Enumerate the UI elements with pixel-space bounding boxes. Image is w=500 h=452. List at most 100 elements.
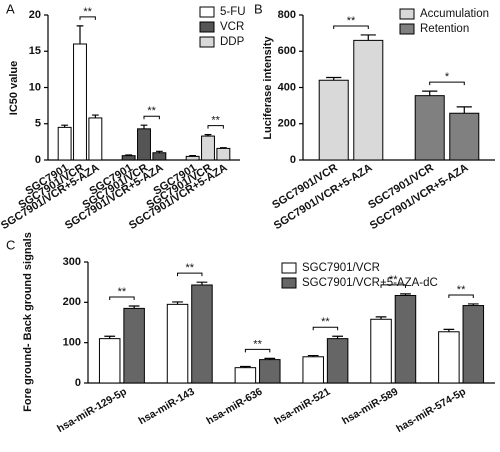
- x-tick-label: hsa-miR-589: [340, 386, 400, 428]
- y-axis-label: Luciferase intensity: [262, 35, 274, 139]
- significance-bracket: [429, 81, 465, 86]
- bar: [137, 128, 151, 161]
- significance-bracket: [244, 348, 271, 353]
- error-bar: [204, 134, 212, 137]
- error-bar: [240, 365, 251, 368]
- error-bar: [360, 34, 376, 41]
- significance-label: **: [457, 284, 466, 296]
- error-bar: [172, 301, 183, 305]
- error-bar: [61, 124, 69, 128]
- significance-bracket: [143, 115, 160, 120]
- y-tick-label: 0: [290, 154, 296, 166]
- bar: [185, 155, 200, 161]
- significance-label: **: [347, 15, 356, 27]
- legend-label: SGC7901/VCR: [302, 262, 380, 274]
- significance-label: **: [147, 105, 156, 117]
- error-bar: [443, 328, 455, 332]
- bar: [73, 43, 87, 161]
- y-axis-label: Fore ground- Back ground signals: [22, 232, 34, 412]
- panel-label: C: [6, 237, 15, 252]
- bar: [216, 147, 231, 161]
- legend-label: SGC7901/VCR+5-AZA-dC: [302, 277, 438, 289]
- y-tick-label: 100: [63, 337, 81, 349]
- error-bar: [467, 303, 479, 306]
- x-tick-label: hsa-miR-521: [272, 386, 332, 428]
- y-tick-label: 600: [278, 45, 296, 57]
- bar: [121, 155, 136, 161]
- significance-bracket: [448, 294, 474, 298]
- significance-label: **: [185, 262, 194, 274]
- legend-swatch: [199, 6, 215, 18]
- x-tick-label: hsa-miR-129-5p: [55, 386, 129, 435]
- legend-label: VCR: [220, 21, 244, 33]
- significance-label: *: [445, 71, 450, 83]
- y-tick-label: 400: [278, 81, 296, 93]
- legend-swatch: [199, 36, 215, 48]
- bar: [98, 338, 121, 384]
- bar: [394, 294, 417, 384]
- bar: [462, 305, 485, 384]
- y-tick-label: 800: [278, 9, 296, 21]
- error-bar: [326, 76, 342, 81]
- y-tick-label: 15: [29, 45, 41, 57]
- error-bar: [128, 305, 140, 309]
- bar: [318, 79, 349, 161]
- bar: [259, 359, 281, 384]
- significance-bracket: [177, 272, 203, 277]
- error-bar: [104, 335, 116, 339]
- y-tick-label: 0: [75, 377, 81, 389]
- significance-label: **: [211, 115, 220, 127]
- significance-bracket: [380, 284, 406, 288]
- error-bar: [140, 124, 148, 129]
- error-bar: [422, 90, 438, 96]
- bar: [326, 338, 349, 384]
- error-bar: [196, 281, 208, 285]
- significance-label: **: [389, 274, 398, 286]
- bar: [57, 126, 72, 161]
- legend-swatch: [399, 23, 415, 35]
- bar: [370, 318, 392, 384]
- panel-label: B: [254, 1, 263, 16]
- bar: [353, 39, 384, 161]
- y-tick-label: 0: [35, 154, 41, 166]
- legend-swatch: [399, 8, 415, 20]
- error-bar: [91, 114, 99, 118]
- error-bar: [307, 354, 319, 357]
- significance-bracket: [333, 25, 369, 29]
- x-tick-label: hsa-miR-636: [204, 386, 264, 428]
- error-bar: [375, 316, 387, 320]
- legend-label: Retention: [420, 23, 469, 35]
- x-tick-label: hsa-miR-143: [137, 386, 197, 428]
- error-bar: [189, 155, 197, 157]
- error-bar: [76, 25, 84, 44]
- bar: [191, 284, 213, 384]
- panel-label: A: [6, 1, 15, 16]
- significance-label: **: [83, 6, 92, 18]
- significance-label: **: [253, 338, 262, 350]
- legend-swatch: [281, 262, 297, 274]
- legend-swatch: [281, 277, 297, 289]
- legend-label: Accumulation: [420, 8, 489, 20]
- y-tick-label: 200: [63, 296, 81, 308]
- bar: [152, 152, 167, 161]
- error-bar: [456, 106, 472, 114]
- y-tick-label: 200: [278, 118, 296, 130]
- y-tick-label: 10: [29, 81, 41, 93]
- bar: [88, 117, 103, 161]
- error-bar: [400, 293, 411, 296]
- y-axis-label: IC50 value: [8, 61, 20, 115]
- legend-label: DDP: [220, 36, 245, 48]
- legend-swatch: [199, 21, 215, 33]
- significance-bracket: [79, 16, 96, 20]
- y-tick-label: 300: [63, 256, 81, 268]
- bar: [414, 95, 445, 161]
- bar: [438, 331, 460, 384]
- bar: [123, 307, 145, 384]
- legend-label: 5-FU: [220, 6, 246, 18]
- bar: [166, 303, 189, 384]
- y-tick-label: 20: [29, 9, 41, 21]
- x-tick-label: has-miR-574-5p: [394, 386, 468, 435]
- error-bar: [219, 147, 227, 149]
- error-bar: [264, 357, 276, 360]
- error-bar: [125, 154, 133, 156]
